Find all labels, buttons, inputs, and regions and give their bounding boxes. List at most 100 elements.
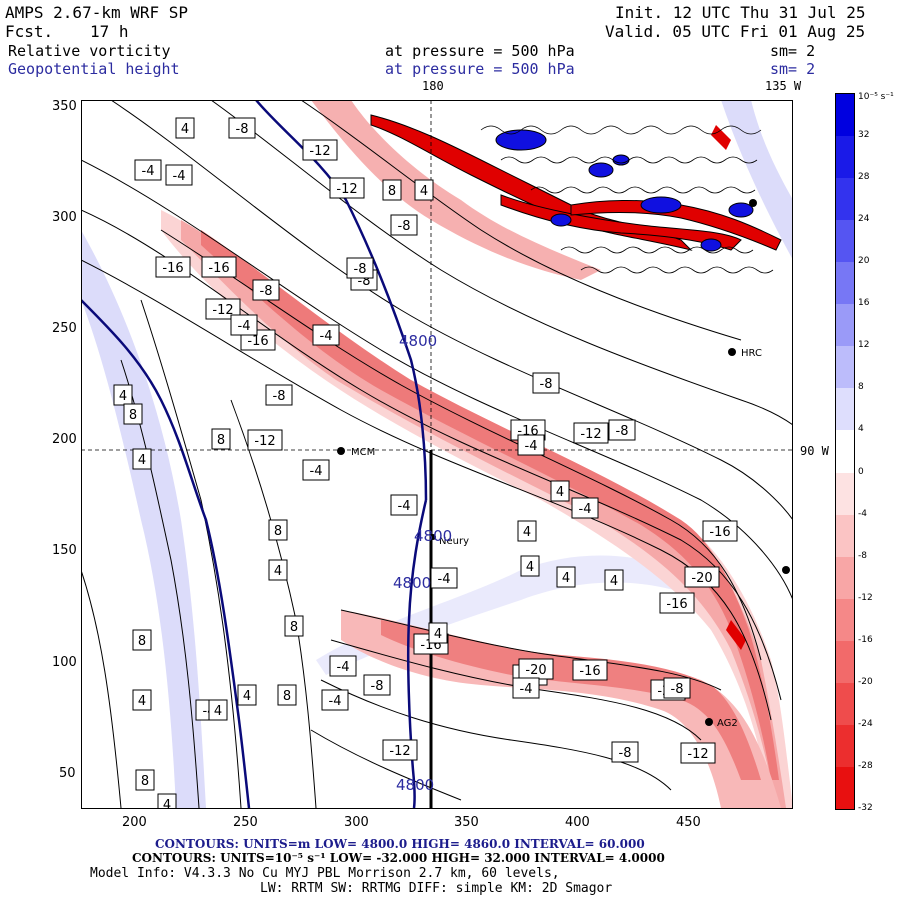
vorticity-label-box: [321, 689, 349, 711]
x-tick: 200: [122, 815, 147, 830]
vorticity-label: -16: [162, 261, 183, 276]
colorbar-tick: 16: [858, 298, 870, 309]
vorticity-label: 8: [388, 184, 396, 199]
vorticity-label-box: [428, 622, 448, 644]
vorticity-label-box: [550, 480, 570, 502]
vorticity-label: -8: [236, 122, 249, 137]
vorticity-label-box: [228, 117, 256, 139]
height-label: 4800: [396, 776, 434, 794]
colorbar-tick: 4: [858, 424, 864, 435]
colorbar-unit: 10⁻⁵ s⁻¹: [858, 92, 894, 102]
vorticity-label-box: [135, 769, 155, 791]
vorticity-label-box: [556, 566, 576, 588]
vorticity-label-box: [268, 559, 288, 581]
vorticity-label-box: [390, 494, 418, 516]
vorticity-label: -8: [398, 219, 411, 234]
vorticity-labels: 4 -8-12-4 -48 4-12-8-16-16-8-12-16-12-8-8-4…: [113, 117, 738, 808]
vorticity-label-box: [517, 520, 537, 542]
colorbar-tick: 28: [858, 172, 870, 183]
colorbar-segment: [836, 94, 854, 137]
colorbar: [835, 93, 855, 810]
y-tick: 150: [52, 543, 77, 558]
vorticity-label: -4: [579, 502, 592, 517]
positive-vorticity-shading: [81, 100, 793, 808]
height-label: 4800: [393, 574, 431, 592]
vorticity-label-box: [573, 422, 609, 444]
colorbar-tick: -4: [858, 508, 867, 519]
vorticity-label-box: [211, 428, 231, 450]
footer-vorticity-contours: CONTOURS: UNITS=10⁻⁵ s⁻¹ LOW= -32.000 HI…: [132, 851, 665, 865]
x-tick: 350: [454, 815, 479, 830]
vorticity-label-box: [155, 256, 191, 278]
station-ag-label: AG2: [717, 718, 738, 729]
vorticity-label-box: [571, 497, 599, 519]
vorticity-label-box: [175, 117, 195, 139]
vorticity-label: 8: [138, 634, 146, 649]
colorbar-segment: [836, 598, 854, 642]
vorticity-label: -4: [142, 164, 155, 179]
vorticity-label: -8: [371, 679, 384, 694]
colorbar-segment: [836, 514, 854, 558]
colorbar-tick: -12: [858, 592, 873, 603]
noisy-contours: [480, 125, 774, 274]
vorticity-label: 4: [610, 574, 618, 589]
vorticity-label-box: [680, 742, 716, 764]
vorticity-label-box: [230, 314, 258, 336]
vorticity-label-box: [165, 164, 193, 186]
vorticity-label-box: [247, 429, 283, 451]
colorbar-tick: -8: [858, 550, 867, 561]
vorticity-label-box: [284, 615, 304, 637]
vorticity-label-box: [414, 179, 434, 201]
lon-label-135w: 135 W: [765, 79, 802, 93]
vorticity-label: 4: [434, 627, 442, 642]
x-tick: 400: [565, 815, 590, 830]
vorticity-label-box: [277, 684, 297, 706]
vorticity-label-box: [123, 403, 143, 425]
colorbar-tick: 20: [858, 256, 870, 267]
vorticity-label-box: [611, 741, 639, 763]
vorticity-label-box: [201, 256, 237, 278]
x-tick: 250: [233, 815, 258, 830]
vorticity-label: 4: [243, 689, 251, 704]
vorticity-label-box: [302, 139, 338, 161]
stations: MCM HRC Neury AG2: [337, 199, 790, 729]
colorbar-segment: [836, 346, 854, 389]
field2-pressure: at pressure = 500 hPa: [385, 60, 575, 78]
negative-vorticity-shading: [161, 100, 793, 808]
colorbar-tick: 8: [858, 382, 864, 393]
vorticity-label-box: [684, 566, 720, 588]
vorticity-label: 8: [274, 524, 282, 539]
fcst-label: Fcst.: [5, 22, 54, 41]
x-tick: 450: [676, 815, 701, 830]
height-labels: 4800 4800 4800 4800: [393, 332, 452, 794]
colorbar-segment: [836, 682, 854, 726]
colorbar-tick: -28: [858, 760, 873, 771]
height-label: 4800: [414, 527, 452, 545]
init-time: Init. 12 UTC Thu 31 Jul 25: [615, 3, 866, 22]
vorticity-label: 4: [523, 525, 531, 540]
colorbar-segment: [836, 388, 854, 431]
footer-height-contours: CONTOURS: UNITS=m LOW= 4800.0 HIGH= 4860…: [155, 837, 645, 851]
vorticity-label-box: [512, 677, 540, 699]
vorticity-map: MCM HRC Neury AG2 4800 4800 4800 4800 4-…: [81, 100, 793, 808]
colorbar-tick: -16: [858, 634, 873, 645]
vorticity-label-box: [205, 298, 241, 320]
field1-name: Relative vorticity: [8, 42, 171, 60]
vorticity-label: -8: [540, 377, 553, 392]
vorticity-label-box: [113, 384, 133, 406]
station-hrc-label: HRC: [741, 348, 762, 359]
vorticity-label: -8: [273, 389, 286, 404]
vorticity-label-box: [663, 677, 691, 699]
vorticity-label-box: [390, 214, 418, 236]
vorticity-label: 4: [562, 571, 570, 586]
vorticity-label: -4: [310, 464, 323, 479]
vorticity-label-box: [363, 674, 391, 696]
vorticity-label: 8: [283, 689, 291, 704]
vorticity-label: -4: [438, 572, 451, 587]
vorticity-label-box: [132, 629, 152, 651]
station-neury-label: Neury: [439, 536, 469, 547]
vorticity-label: 4: [556, 485, 564, 500]
colorbar-segment: [836, 724, 854, 768]
y-tick: 50: [59, 766, 76, 781]
colorbar-tick: 12: [858, 340, 870, 351]
